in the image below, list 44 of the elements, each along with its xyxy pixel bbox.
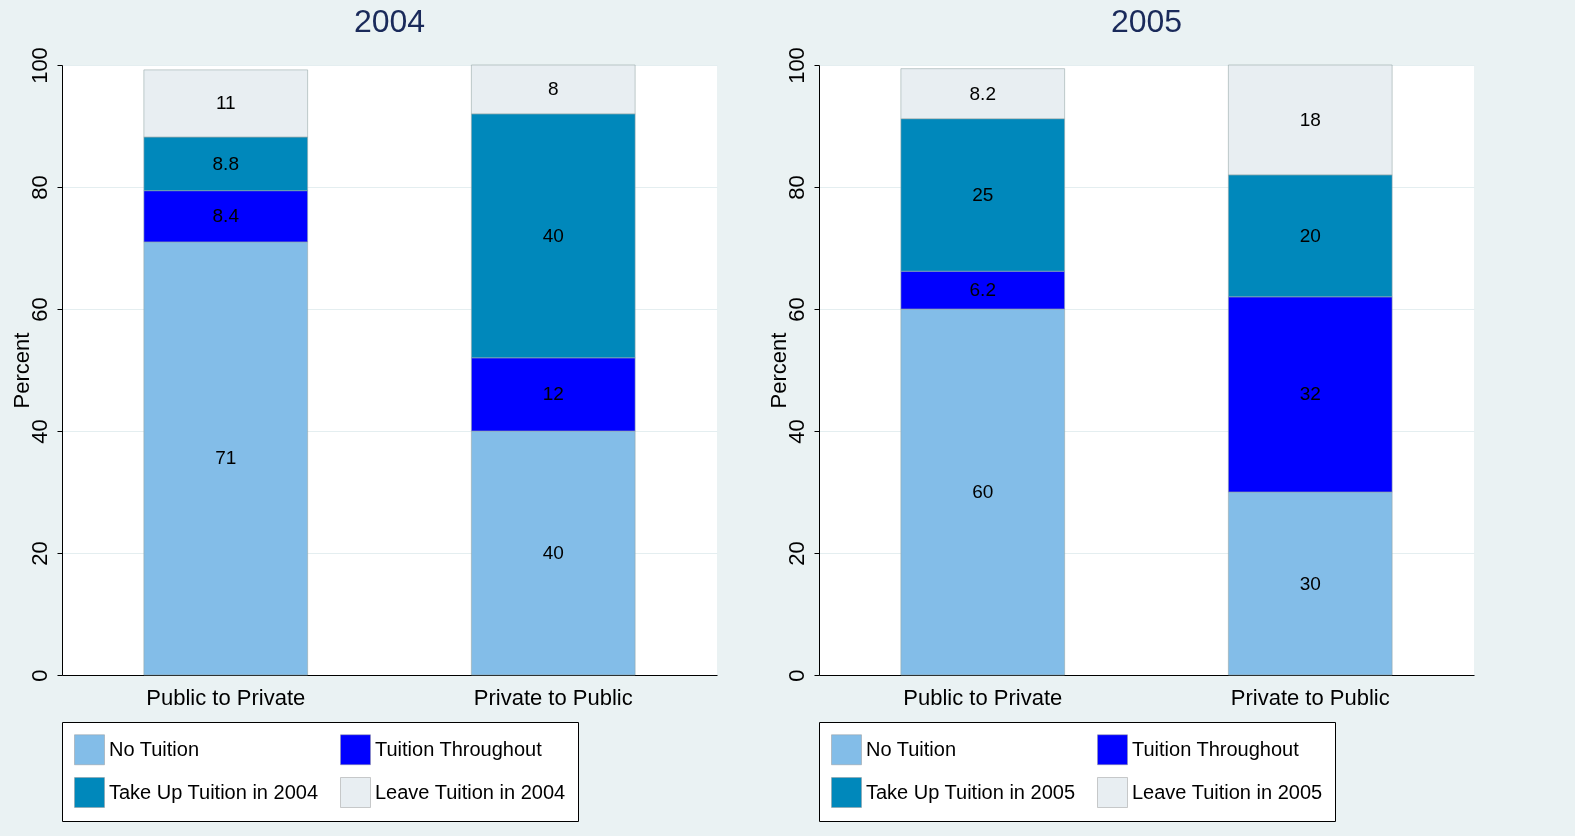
y-tick-label: 40 — [783, 419, 809, 444]
chart-title: 2005 — [1110, 2, 1183, 39]
x-tick-label: Public to Private — [146, 684, 306, 710]
data-label: 40 — [542, 224, 564, 246]
y-tick-label: 0 — [26, 669, 52, 682]
chart-title: 2004 — [353, 2, 426, 39]
y-tick-label: 100 — [783, 47, 809, 84]
legend-label: Tuition Throughout — [1132, 737, 1300, 760]
y-tick-label: 20 — [783, 541, 809, 566]
data-label: 12 — [542, 383, 564, 405]
x-tick-label: Private to Public — [1230, 684, 1390, 710]
data-label: 8.4 — [212, 205, 240, 227]
y-tick-label: 80 — [26, 175, 52, 200]
x-tick-label: Public to Private — [903, 684, 1063, 710]
legend-label: No Tuition — [866, 737, 957, 760]
y-tick-label: 20 — [26, 541, 52, 566]
data-label: 18 — [1299, 108, 1321, 130]
y-tick-label: 100 — [26, 47, 52, 84]
data-label: 8 — [547, 78, 559, 100]
y-tick-label: 80 — [783, 175, 809, 200]
data-label: 20 — [1299, 224, 1321, 246]
legend-label: No Tuition — [109, 737, 200, 760]
y-axis-title: Percent — [8, 332, 34, 409]
data-label: 25 — [972, 183, 994, 205]
y-tick-label: 60 — [26, 297, 52, 322]
legend-label: Leave Tuition in 2004 — [375, 780, 566, 803]
y-tick-label: 0 — [783, 669, 809, 682]
y-tick-label: 40 — [26, 419, 52, 444]
data-label: 11 — [215, 92, 236, 114]
x-tick-label: Private to Public — [473, 684, 633, 710]
data-label: 8.8 — [212, 152, 239, 174]
data-label: 8.2 — [969, 82, 996, 104]
y-axis-title: Percent — [765, 332, 791, 409]
data-label: 40 — [542, 542, 564, 563]
data-label: 71 — [215, 447, 237, 469]
legend-label: Leave Tuition in 2005 — [1132, 780, 1323, 803]
data-label: 60 — [972, 481, 994, 502]
legend-label: Take Up Tuition in 2005 — [866, 780, 1076, 803]
legend-label: Tuition Throughout — [375, 737, 543, 760]
y-tick-label: 60 — [783, 297, 809, 322]
data-label: 6.2 — [969, 279, 996, 301]
legend-label: Take Up Tuition in 2004 — [109, 780, 319, 803]
data-label: 32 — [1299, 383, 1321, 405]
data-label: 30 — [1299, 572, 1321, 594]
